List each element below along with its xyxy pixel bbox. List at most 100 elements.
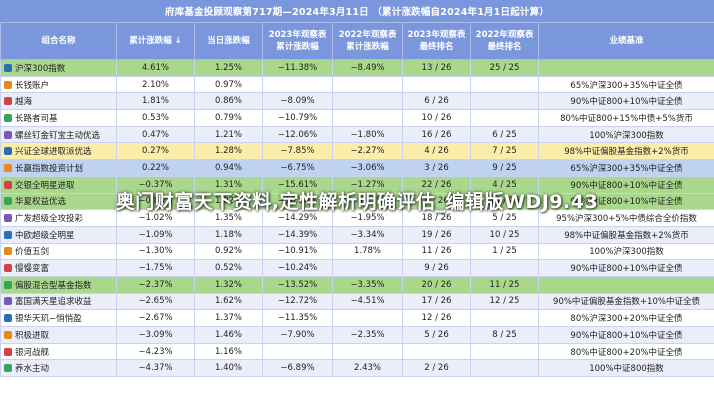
- table-row[interactable]: 慢慢变富 −1.75% 0.52% −10.24% 9 / 26 90%中证800+10%…: [0, 259, 714, 277]
- value-cell-r22: [470, 92, 539, 111]
- value-cell-cum: −1.75%: [116, 259, 195, 277]
- fund-name: 积极进取: [15, 330, 50, 341]
- table-row[interactable]: 华夏权益优选 −0.88% 1.02% −10.04% −5.11% 8 / 26 14 /…: [0, 192, 714, 211]
- fund-name: 长赢指数投资计划: [15, 163, 84, 174]
- benchmark-cell: 80%中证800+20%中证全债: [538, 342, 714, 361]
- benchmark-cell: 90%中证800+10%中证全债: [538, 175, 714, 194]
- benchmark-cell: 90%中证800+10%中证全债: [538, 326, 714, 344]
- table-row[interactable]: 广发超级全攻投彩 −1.02% 1.35% −14.29% −1.95% 18 / 26 5…: [0, 209, 714, 227]
- table-row[interactable]: 积极进取 −3.09% 1.46% −7.90% −2.35% 5 / 26 8 / 25 9…: [0, 326, 714, 344]
- value-cell-r23: 2 / 26: [402, 359, 471, 378]
- value-cell-r23: [402, 75, 471, 94]
- fund-logo-icon: [4, 247, 12, 256]
- table-row[interactable]: 交银全明星进取 −0.37% 1.31% −15.61% −1.27% 22 / 26 4 …: [0, 175, 714, 194]
- value-cell-r22: 4 / 25: [470, 175, 539, 194]
- value-cell-c22: −1.95%: [332, 209, 403, 227]
- value-cell-day: 0.79%: [194, 109, 263, 127]
- value-cell-cum: −1.02%: [116, 209, 195, 227]
- value-cell-r22: 12 / 25: [470, 292, 539, 311]
- benchmark-cell: [538, 275, 714, 294]
- table-row[interactable]: 螺丝钉金钉宝主动优选 0.47% 1.21% −12.06% −1.80% 16 / 26…: [0, 125, 714, 144]
- fund-name-cell: 中欧超级全明星: [0, 225, 117, 244]
- value-cell-c22: [332, 75, 403, 94]
- fund-logo-icon: [4, 97, 12, 106]
- value-cell-c22: −2.27%: [332, 142, 403, 161]
- table-row[interactable]: 养水主动 −4.37% 1.40% −6.89% 2.43% 2 / 26 100%中证80…: [0, 359, 714, 378]
- value-cell-cum: 0.22%: [116, 159, 195, 177]
- fund-name: 慢慢变富: [15, 264, 50, 275]
- fund-logo-icon: [4, 80, 12, 89]
- value-cell-r23: 13 / 26: [402, 59, 471, 77]
- value-cell-r23: 18 / 26: [402, 209, 471, 227]
- fund-name-cell: 养水主动: [0, 359, 117, 378]
- value-cell-c23: −11.38%: [262, 59, 333, 77]
- value-cell-cum: −4.37%: [116, 359, 195, 378]
- fund-name-cell: 偏股混合型基金指数: [0, 275, 117, 294]
- column-header[interactable]: 累计涨跌幅 ↓: [116, 22, 195, 60]
- fund-table: 组合名称 累计涨跌幅 ↓ 当日涨跌幅 2023年观察表 累计涨跌幅 2022年观察表 累计涨…: [0, 22, 714, 378]
- value-cell-day: 1.32%: [194, 275, 263, 294]
- value-cell-c22: [332, 109, 403, 127]
- fund-name-cell: 兴证全球进取派优选: [0, 142, 117, 161]
- value-cell-cum: −0.37%: [116, 175, 195, 194]
- value-cell-day: 1.02%: [194, 192, 263, 211]
- value-cell-r23: 5 / 26: [402, 326, 471, 344]
- table-header: 组合名称 累计涨跌幅 ↓ 当日涨跌幅 2023年观察表 累计涨跌幅 2022年观察表 累计涨…: [0, 22, 714, 60]
- value-cell-cum: −4.23%: [116, 342, 195, 361]
- value-cell-r22: 7 / 25: [470, 142, 539, 161]
- report-title: 府库基金投顾观察第717期—2024年3月11日 （累计涨跌幅自2024年1月1…: [0, 0, 714, 22]
- value-cell-r23: 10 / 26: [402, 109, 471, 127]
- value-cell-r23: 6 / 26: [402, 92, 471, 111]
- value-cell-r22: [470, 359, 539, 378]
- table-row[interactable]: 长路者司基 0.53% 0.79% −10.79% 10 / 26 80%中证800+15…: [0, 109, 714, 127]
- table-row[interactable]: 兴证全球进取派优选 0.27% 1.28% −7.85% −2.27% 4 / 26 7 /…: [0, 142, 714, 161]
- fund-name-cell: 长赢指数投资计划: [0, 159, 117, 177]
- value-cell-c23: −6.75%: [262, 159, 333, 177]
- value-cell-c22: −8.49%: [332, 59, 403, 77]
- value-cell-r22: [470, 342, 539, 361]
- value-cell-r23: 11 / 26: [402, 242, 471, 261]
- table-row[interactable]: 越海 1.81% 0.86% −8.09% 6 / 26 90%中证800+10%中证全债: [0, 92, 714, 111]
- fund-name-cell: 长钱账户: [0, 75, 117, 94]
- table-body: 沪深300指数 4.61% 1.25% −11.38% −8.49% 13 / 26 25 …: [0, 59, 714, 378]
- value-cell-r23: 9 / 26: [402, 259, 471, 277]
- fund-name: 长钱账户: [15, 80, 50, 91]
- value-cell-r23: 19 / 26: [402, 225, 471, 244]
- value-cell-r23: 16 / 26: [402, 125, 471, 144]
- fund-logo-icon: [4, 113, 12, 122]
- value-cell-day: 1.35%: [194, 209, 263, 227]
- value-cell-c23: −14.29%: [262, 209, 333, 227]
- value-cell-c22: −3.34%: [332, 225, 403, 244]
- table-row[interactable]: 长钱账户 2.10% 0.97% 65%沪深300+35%中证全债: [0, 75, 714, 94]
- value-cell-r23: 20 / 26: [402, 275, 471, 294]
- table-row[interactable]: 富国满天星追求收益 −2.65% 1.62% −12.72% −4.51% 17 / 26…: [0, 292, 714, 311]
- column-header: 2022年观察表 最终排名: [470, 22, 539, 60]
- fund-name-cell: 交银全明星进取: [0, 175, 117, 194]
- fund-logo-icon: [4, 163, 12, 172]
- value-cell-c22: [332, 309, 403, 327]
- value-cell-r23: 8 / 26: [402, 192, 471, 211]
- table-row[interactable]: 银河战舰 −4.23% 1.16% 80%中证800+20%中证全债: [0, 342, 714, 361]
- table-row[interactable]: 长赢指数投资计划 0.22% 0.94% −6.75% −3.06% 3 / 26 9 / …: [0, 159, 714, 177]
- table-row[interactable]: 中欧超级全明星 −1.09% 1.18% −14.39% −3.34% 19 / 26 10…: [0, 225, 714, 244]
- fund-logo-icon: [4, 347, 12, 356]
- column-header: 2023年观察表 累计涨跌幅: [262, 22, 333, 60]
- value-cell-c22: [332, 342, 403, 361]
- fund-logo-icon: [4, 197, 12, 206]
- value-cell-cum: 0.27%: [116, 142, 195, 161]
- benchmark-cell: 90%中证800+10%中证全债: [538, 92, 714, 111]
- fund-logo-icon: [4, 330, 12, 339]
- table-row[interactable]: 银华天玑−悄悄盈 −2.67% 1.37% −11.35% 12 / 26 80%沪深30…: [0, 309, 714, 327]
- column-header: 组合名称: [0, 22, 117, 60]
- table-row[interactable]: 价值五剑 −1.30% 0.92% −10.91% 1.78% 11 / 26 1 / 25…: [0, 242, 714, 261]
- value-cell-r22: 8 / 25: [470, 326, 539, 344]
- value-cell-day: 1.62%: [194, 292, 263, 311]
- table-row[interactable]: 沪深300指数 4.61% 1.25% −11.38% −8.49% 13 / 26 25 …: [0, 59, 714, 77]
- fund-logo-icon: [4, 130, 12, 139]
- value-cell-cum: −2.67%: [116, 309, 195, 327]
- value-cell-r23: 22 / 26: [402, 175, 471, 194]
- value-cell-cum: 4.61%: [116, 59, 195, 77]
- benchmark-cell: 98%中证偏股基金指数+2%货币: [538, 225, 714, 244]
- table-row[interactable]: 偏股混合型基金指数 −2.37% 1.32% −13.52% −3.35% 20 / 26…: [0, 275, 714, 294]
- fund-name-cell: 越海: [0, 92, 117, 111]
